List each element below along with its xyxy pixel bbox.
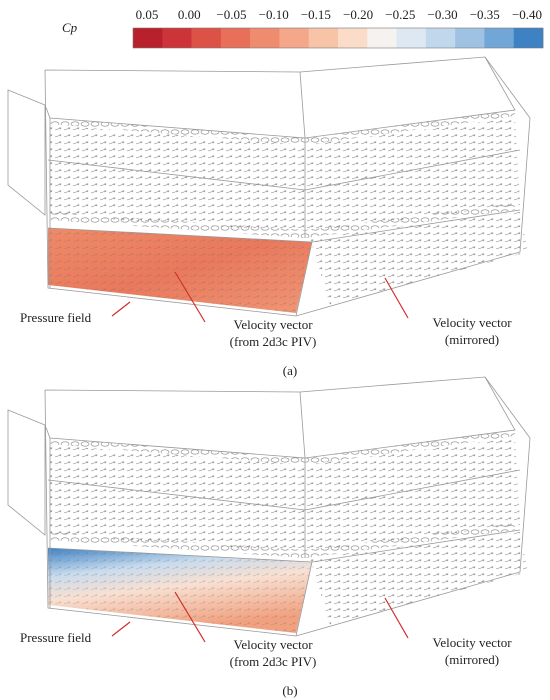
geometry-edge: [295, 561, 313, 637]
geometry-edge: [7, 89, 46, 216]
colorbar-cell: [367, 28, 397, 48]
panel: Pressure field Velocity vector (from 2d3c …: [7, 376, 531, 698]
geometry-edge: [47, 149, 521, 191]
geometry-edge: [299, 71, 306, 139]
colorbar-cell: [250, 28, 280, 48]
colorbar-cell: [162, 28, 192, 48]
geometry-edge: [44, 56, 531, 317]
colorbar: 0.05 0.00 −0.05 −0.10 −0.15 −0.20 −0.25 −0.30 −0…: [132, 7, 544, 49]
colorbar-symbol: Cp: [62, 20, 78, 35]
colorbar-frame: [132, 27, 544, 49]
colorbar-cell: [484, 28, 515, 48]
colorbar-cell: [308, 28, 339, 48]
geometry-edge: [295, 241, 313, 317]
colorbar-tick-label: −0.35: [470, 7, 500, 22]
leader: [384, 277, 409, 319]
rib-row: [50, 523, 515, 558]
annotation: Velocity vector: [233, 317, 313, 332]
velocity-field-piv: [48, 548, 312, 633]
geometry-edge: [47, 469, 521, 511]
geometry-edge: [299, 391, 306, 459]
annotation: (from 2d3c PIV): [230, 334, 317, 349]
colorbar-cell: [191, 28, 222, 48]
rib-row: [50, 110, 515, 145]
colorbar-cell: [513, 28, 544, 48]
annotation: Velocity vector: [233, 637, 313, 652]
colorbar-tick-label: −0.10: [259, 7, 289, 22]
panel-label: (a): [283, 363, 297, 378]
panels: Pressure field Velocity vector (from 2d3c …: [7, 56, 531, 698]
velocity-field-mirrored: [310, 532, 528, 625]
annotation: Velocity vector: [432, 635, 512, 650]
colorbar-tick-label: −0.30: [428, 7, 458, 22]
colorbar-tick-label: −0.40: [512, 7, 542, 22]
leader: [111, 621, 131, 637]
annotation: Velocity vector: [432, 315, 512, 330]
leader: [174, 271, 206, 323]
geometry-edge: [44, 376, 531, 637]
colorbar-cell: [133, 28, 163, 48]
panel-label: (b): [282, 683, 297, 698]
colorbar-tick-label: −0.15: [301, 7, 331, 22]
rib-row: [50, 430, 515, 465]
leader: [174, 591, 206, 643]
colorbar-tick-label: −0.05: [216, 7, 246, 22]
colorbar-cell: [455, 28, 485, 48]
panel: Pressure field Velocity vector (from 2d3c …: [7, 56, 531, 378]
colorbar-cell: [338, 28, 368, 48]
colorbar-cell: [425, 28, 456, 48]
velocity-field: [50, 118, 520, 232]
annotation: (mirrored): [445, 332, 499, 347]
colorbar-cell: [220, 28, 251, 48]
geometry-edge: [7, 409, 46, 536]
rib-row: [50, 203, 515, 238]
annotation: Pressure field: [20, 630, 92, 645]
velocity-field-piv: [48, 228, 312, 313]
annotation: Pressure field: [20, 310, 92, 325]
colorbar-tick-label: 0.00: [178, 7, 201, 22]
annotation: (from 2d3c PIV): [230, 654, 317, 669]
colorbar-tick-label: −0.20: [343, 7, 373, 22]
leader: [111, 301, 131, 317]
colorbar-cell: [279, 28, 310, 48]
annotation: (mirrored): [445, 652, 499, 667]
colorbar-tick-label: 0.05: [136, 7, 159, 22]
leader: [384, 597, 409, 639]
colorbar-tick-label: −0.25: [385, 7, 415, 22]
colorbar-cell: [396, 28, 427, 48]
velocity-field-mirrored: [310, 212, 528, 305]
velocity-field: [50, 438, 520, 552]
